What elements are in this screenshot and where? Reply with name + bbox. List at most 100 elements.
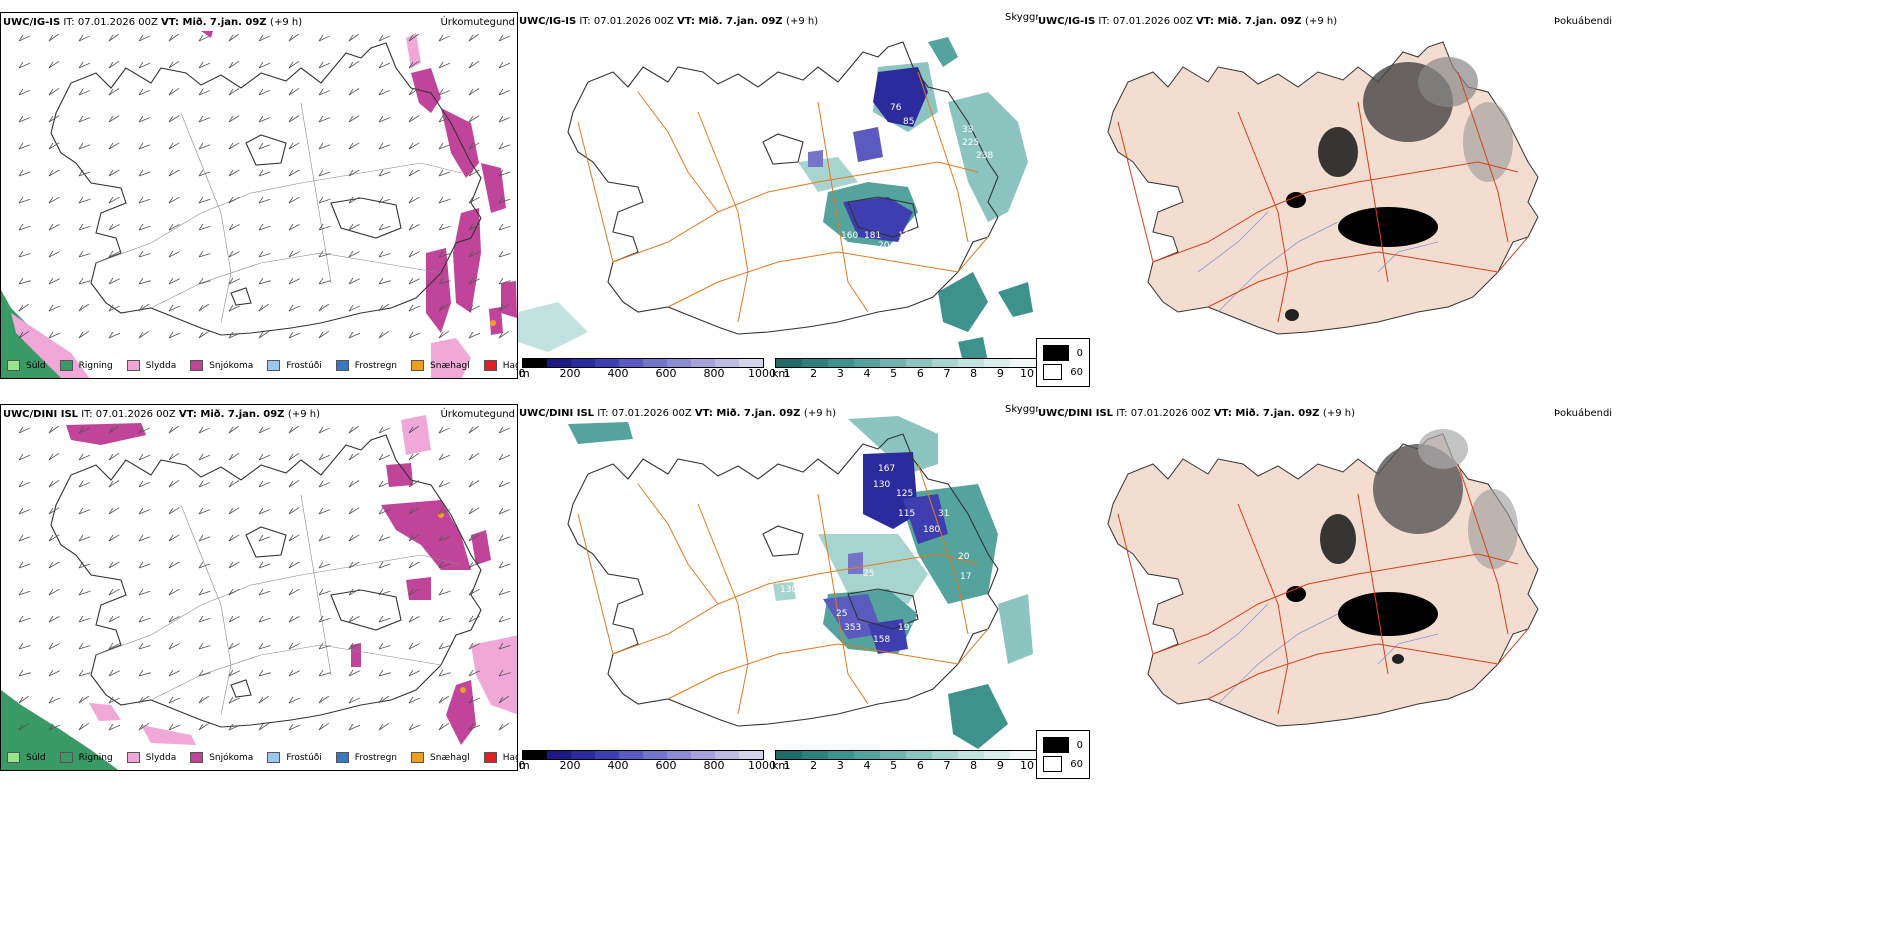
- wind-barb-flag: [48, 88, 54, 96]
- wind-barb-flag: [468, 142, 474, 150]
- wind-barb-flag: [228, 588, 234, 596]
- wind-barb-flag: [48, 304, 54, 312]
- wind-barb-flag: [408, 507, 414, 515]
- wind-barb: [348, 643, 360, 650]
- wind-barb-flag: [318, 115, 324, 123]
- wind-barb-flag: [378, 480, 384, 488]
- legend-item: Snæhagl: [411, 752, 470, 763]
- wind-barb-flag: [468, 196, 474, 204]
- wind-barb: [258, 536, 271, 542]
- wind-barb: [258, 35, 271, 42]
- wind-barb: [378, 330, 390, 339]
- wind-barb: [48, 115, 60, 123]
- ceiling-value-label: 162: [898, 231, 915, 241]
- wind-barb: [318, 62, 331, 69]
- wind-barb-flag: [168, 304, 174, 312]
- wind-barb-flag: [198, 642, 204, 650]
- wind-barb-flag: [168, 669, 174, 677]
- panel-header: UWC/IG-IS IT: 07.01.2026 00Z VT: Mið. 7.…: [1038, 16, 1337, 28]
- wind-barb: [348, 616, 360, 623]
- wind-barb-flag: [78, 331, 84, 339]
- wind-barb-flag: [198, 196, 204, 204]
- wind-barb: [138, 171, 151, 177]
- legend-item: Snæhagl: [411, 360, 470, 371]
- wind-barb-flag: [78, 115, 84, 123]
- wind-barb: [78, 62, 91, 69]
- colorbar-step: [906, 359, 932, 367]
- wind-barb-flag: [318, 277, 324, 285]
- wind-barb: [258, 144, 271, 150]
- wind-barb: [78, 303, 90, 312]
- wind-barb-flag: [228, 304, 234, 312]
- colorbar-tick: 1000: [748, 367, 776, 380]
- wind-barb-flag: [18, 642, 24, 650]
- wind-barb-flag: [228, 61, 234, 69]
- lead-time: (+9 h): [287, 409, 320, 420]
- wind-barb-flag: [168, 534, 174, 542]
- legend-label: Slydda: [145, 752, 177, 763]
- wind-barb: [228, 33, 240, 42]
- wind-barb-flag: [288, 88, 294, 96]
- panel-header: UWC/DINI ISL IT: 07.01.2026 00Z VT: Mið.…: [1038, 408, 1355, 420]
- wind-barb: [108, 332, 121, 339]
- wind-barb: [348, 196, 360, 204]
- wind-barb-flag: [378, 196, 384, 204]
- wind-barb: [408, 507, 420, 515]
- wind-barb: [318, 303, 330, 312]
- legend-swatch: [7, 360, 20, 371]
- wind-barb-flag: [78, 223, 84, 231]
- wind-barb: [198, 144, 211, 150]
- wind-barb-flag: [78, 480, 84, 488]
- fog-legend-swatch: [1043, 345, 1069, 361]
- colorbar-step: [854, 359, 880, 367]
- wind-barb-flag: [438, 453, 444, 461]
- wind-barb: [78, 144, 91, 150]
- wind-barb: [138, 536, 151, 542]
- wind-barb: [408, 169, 420, 177]
- wind-barb: [378, 563, 391, 569]
- wind-barb: [198, 427, 211, 434]
- wind-barb-flag: [468, 561, 474, 569]
- wind-barb: [18, 117, 31, 123]
- wind-barb-flag: [348, 304, 354, 312]
- wind-barb-flag: [288, 115, 294, 123]
- legend-swatch: [7, 752, 20, 763]
- wind-barb-flag: [138, 34, 144, 42]
- wind-barb: [468, 60, 480, 69]
- wind-barb: [198, 253, 211, 258]
- wind-barb-flag: [348, 88, 354, 96]
- wind-barb: [348, 724, 361, 731]
- colorbar-step: [667, 359, 691, 367]
- lead-time: (+9 h): [1305, 16, 1338, 27]
- wind-barb: [138, 427, 151, 434]
- wind-barb-flag: [438, 642, 444, 650]
- wind-barb: [318, 617, 331, 623]
- visibility-colorbar: [775, 358, 1037, 368]
- wind-barb: [468, 480, 480, 488]
- wind-barb: [348, 332, 361, 339]
- wind-barb-flag: [438, 196, 444, 204]
- wind-barb: [498, 672, 511, 677]
- fog-legend-swatch: [1043, 756, 1063, 772]
- wind-barb-flag: [108, 669, 114, 677]
- wind-barb: [318, 563, 331, 569]
- wind-barb: [78, 89, 91, 96]
- legend-label: Slydda: [145, 360, 177, 371]
- wind-barb-flag: [318, 534, 324, 542]
- ceiling-value-label: 23: [840, 141, 851, 151]
- wind-barb-flag: [78, 561, 84, 569]
- wind-barb: [168, 480, 180, 488]
- fog-legend: 0 60: [1036, 730, 1090, 779]
- wind-barb: [438, 427, 451, 434]
- wind-barb: [288, 224, 300, 231]
- legend-swatch: [126, 360, 140, 371]
- wind-barb: [408, 115, 420, 123]
- wind-barb: [438, 171, 451, 177]
- wind-barb: [288, 305, 301, 312]
- wind-barb-flag: [108, 426, 114, 434]
- wind-barb: [288, 643, 300, 650]
- wind-barb: [198, 454, 211, 461]
- wind-barb-flag: [318, 480, 324, 488]
- wind-barb-flag: [78, 453, 84, 461]
- precip-shading: [1, 31, 517, 378]
